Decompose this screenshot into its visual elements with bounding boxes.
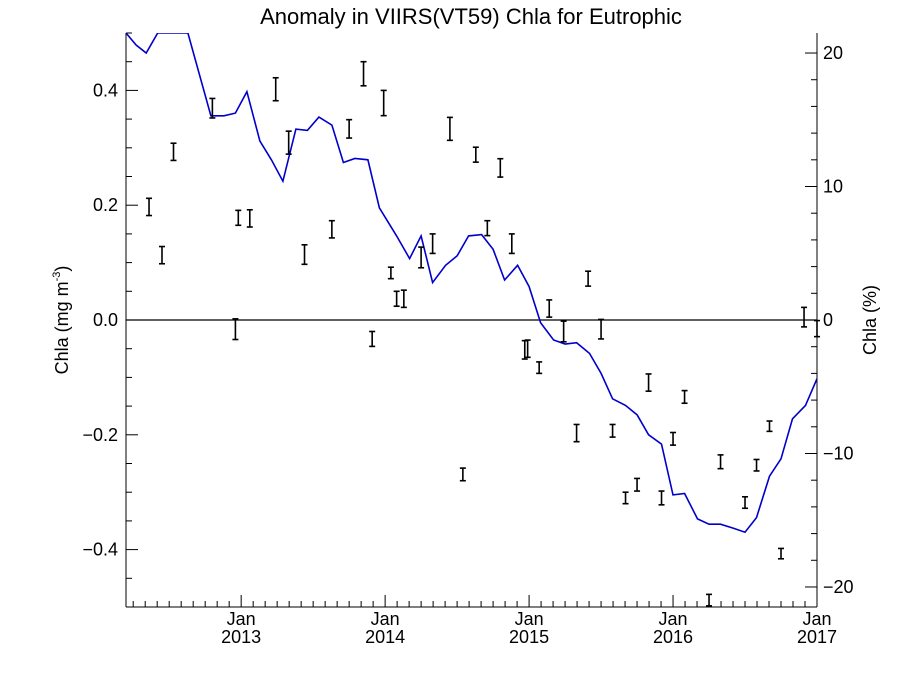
left-tick-label: −0.2 xyxy=(82,425,118,445)
error-bar-point xyxy=(508,233,515,255)
error-bar-point xyxy=(170,142,177,162)
right-axis-title-text: Chla (%) xyxy=(860,285,880,355)
error-bar-point xyxy=(459,467,466,482)
error-bar-point xyxy=(232,318,239,341)
error-bar-point xyxy=(369,330,376,348)
error-bar-point xyxy=(598,318,605,340)
plot-area: 0.40.20.0−0.2−0.420100−10−20Jan2013Jan20… xyxy=(82,32,854,647)
x-tick-year-label: 2013 xyxy=(221,627,261,647)
x-tick-month-label: Jan xyxy=(802,609,831,629)
error-bar-point xyxy=(706,593,713,607)
error-bar-point xyxy=(634,477,641,492)
error-bar-point xyxy=(446,116,453,142)
error-bar-point xyxy=(622,491,629,505)
error-bar-point xyxy=(742,495,749,510)
error-bar-point xyxy=(301,244,308,266)
error-bar-point xyxy=(272,76,279,102)
error-bar-point xyxy=(766,420,773,433)
error-bar-point xyxy=(585,270,592,287)
error-bar-point xyxy=(246,208,253,228)
x-tick-month-label: Jan xyxy=(659,609,688,629)
error-bar-point xyxy=(328,219,335,239)
chart-title: Anomaly in VIIRS(VT59) Chla for Eutrophi… xyxy=(260,4,682,29)
error-bar-point xyxy=(645,373,652,392)
error-bar-point xyxy=(484,219,491,237)
error-bar-point xyxy=(146,197,153,217)
error-bar-point xyxy=(753,458,760,472)
left-axis-title-main: Chla (mg m xyxy=(52,281,72,374)
left-axis-title-sup: -3 xyxy=(51,272,63,282)
error-bar-point xyxy=(472,146,479,163)
error-bar-point xyxy=(546,299,553,318)
error-bar-point xyxy=(429,233,436,255)
error-bar-point xyxy=(658,490,665,506)
x-tick-year-label: 2015 xyxy=(509,627,549,647)
error-bar-point xyxy=(235,209,242,227)
x-tick-month-label: Jan xyxy=(371,609,400,629)
right-axis-title: Chla (%) xyxy=(860,285,880,355)
error-bar-point xyxy=(497,157,504,178)
error-bar-point xyxy=(400,289,407,309)
right-tick-label: 0 xyxy=(823,310,833,330)
error-bar-point xyxy=(387,266,394,280)
error-bar-point xyxy=(778,547,785,560)
error-bar-point xyxy=(814,319,820,338)
error-bar-point xyxy=(285,130,292,155)
x-tick-month-label: Jan xyxy=(515,609,544,629)
error-bar-point xyxy=(573,423,580,443)
error-bar-point xyxy=(360,60,367,87)
right-tick-label: 20 xyxy=(823,43,843,63)
right-tick-label: −10 xyxy=(823,443,854,463)
x-tick-year-label: 2014 xyxy=(365,627,405,647)
x-tick-month-label: Jan xyxy=(227,609,256,629)
error-bar-point xyxy=(560,320,567,343)
error-bar-point xyxy=(158,245,165,265)
left-axis-title: Chla (mg m-3) xyxy=(51,266,72,375)
left-tick-label: 0.4 xyxy=(93,80,118,100)
error-bar-point xyxy=(536,361,543,375)
right-tick-label: 10 xyxy=(823,177,843,197)
error-bar-point xyxy=(801,306,808,328)
error-bar-point xyxy=(380,89,387,117)
error-bar-point xyxy=(346,118,353,139)
error-bar-point xyxy=(393,290,400,308)
error-bar-point xyxy=(609,423,616,438)
left-tick-label: −0.4 xyxy=(82,540,118,560)
error-bar-point xyxy=(681,389,688,405)
left-tick-label: 0.2 xyxy=(93,195,118,215)
error-bar-point xyxy=(524,339,531,359)
error-bar-point xyxy=(717,454,724,470)
error-bar-point xyxy=(209,97,216,119)
right-tick-label: −20 xyxy=(823,577,854,597)
x-tick-year-label: 2016 xyxy=(653,627,693,647)
left-axis-title-end: ) xyxy=(52,266,72,272)
anomaly-percent-line xyxy=(126,33,817,534)
svg-text:Chla (mg m-3): Chla (mg m-3) xyxy=(51,266,72,375)
error-bar-point xyxy=(670,431,677,446)
error-bar-point xyxy=(418,246,425,269)
left-tick-label: 0.0 xyxy=(93,310,118,330)
x-tick-year-label: 2017 xyxy=(797,627,837,647)
